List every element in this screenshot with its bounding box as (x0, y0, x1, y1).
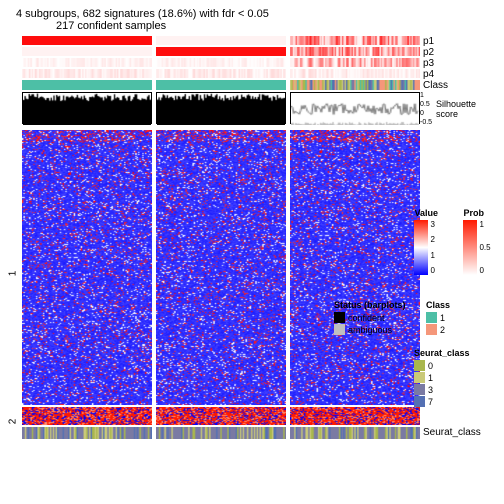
legend-prob-title: Prob (463, 208, 484, 218)
row-axis: 12 (8, 36, 22, 439)
legend-value-gradient (414, 220, 428, 275)
legend-prob-gradient (463, 220, 477, 275)
legend-status: Status (barplots) confidentambiguous (334, 300, 414, 336)
legend-status-title: Status (barplots) (334, 300, 414, 310)
legend-class-title: Class (426, 300, 484, 310)
legend-value-ticks: 3210 (430, 220, 434, 275)
title-main: 4 subgroups, 682 signatures (18.6%) with… (16, 8, 496, 20)
legend-prob-ticks: 10.50 (479, 220, 490, 275)
legend-class-items: 12 (426, 312, 484, 335)
legend-class: Class 12 (426, 300, 484, 336)
legend-seurat-title: Seurat_class (414, 348, 484, 358)
title-sub: 217 confident samples (56, 20, 496, 32)
legend-value-title: Value (414, 208, 438, 218)
legend-seurat-items: 0137 (414, 360, 484, 407)
legend-seurat: Seurat_class 0137 (414, 348, 484, 408)
legend-prob: Prob 10.50 (463, 208, 484, 275)
panels-container (22, 36, 420, 439)
legend-status-items: confidentambiguous (334, 312, 414, 335)
legend-value: Value 3210 (414, 208, 438, 275)
